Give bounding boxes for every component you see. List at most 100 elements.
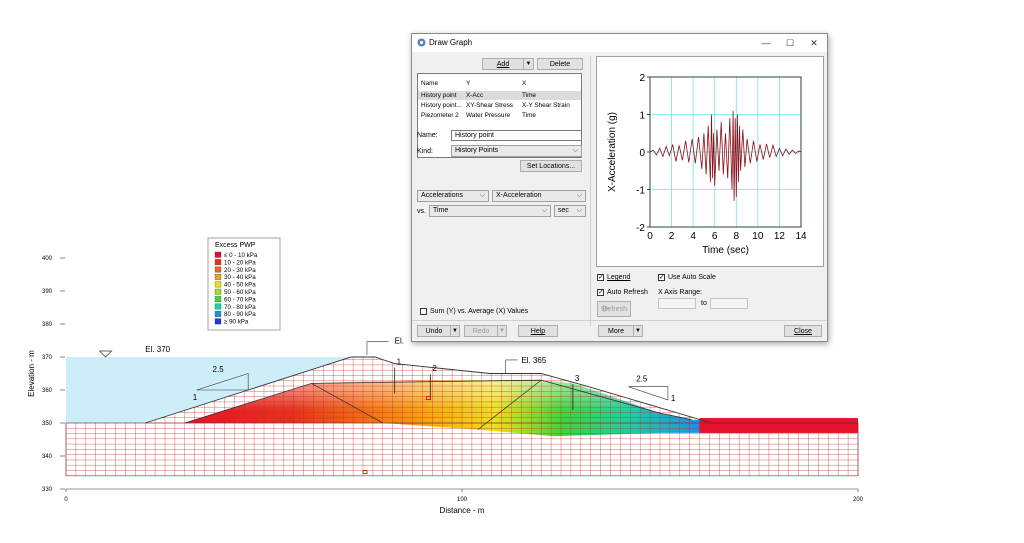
- y-tick-label: 360: [42, 388, 53, 394]
- maximize-button[interactable]: ☐: [785, 38, 795, 48]
- help-button[interactable]: Help: [518, 325, 558, 337]
- y-tick-label: 330: [42, 487, 53, 493]
- legend-label: 10 - 20 kPa: [224, 259, 256, 266]
- set-locations-button[interactable]: Set Locations...: [520, 160, 582, 172]
- dam-outline: [145, 356, 712, 424]
- redo-button[interactable]: Redo: [464, 325, 498, 337]
- y-quantity-select[interactable]: X-Acceleration ⌵: [492, 190, 586, 202]
- panel-divider: [590, 56, 591, 326]
- list-item[interactable]: History point... XY-Shear Stress X-Y She…: [418, 101, 581, 110]
- kind-value: History Points: [455, 147, 499, 154]
- more-dropdown-button[interactable]: ▼: [633, 325, 643, 337]
- y-category-value: Accelerations: [421, 192, 464, 199]
- close-window-button[interactable]: ✕: [810, 38, 818, 48]
- add-button[interactable]: Add: [482, 58, 524, 70]
- y-tick-label: 2: [639, 73, 645, 84]
- y-tick-label: 380: [42, 322, 53, 328]
- cell-y: XY-Shear Stress: [466, 102, 514, 109]
- draw-graph-dialog: Draw Graph — ☐ ✕ Add ▼ Delete Name Y X H…: [411, 33, 828, 342]
- x-range-min-field[interactable]: [658, 298, 696, 309]
- header-y: Y: [466, 80, 471, 87]
- y-axis-title: X-Acceleration (g): [607, 112, 618, 192]
- minimize-button[interactable]: —: [761, 38, 771, 48]
- to-label: to: [701, 300, 707, 307]
- name-field[interactable]: History point: [451, 130, 582, 141]
- legend-swatch: [214, 274, 222, 280]
- piezometer-marker: [362, 470, 368, 474]
- cell-y: Water Pressure: [466, 112, 511, 119]
- cell-y: X-Acc: [466, 92, 484, 99]
- x-range-max-field[interactable]: [710, 298, 748, 309]
- x-tick-label: 14: [795, 231, 807, 242]
- add-label: Add: [496, 61, 510, 68]
- delete-button[interactable]: Delete: [537, 58, 583, 70]
- model-annotations: El. 370 El. El. 365 2.5 1 2.5 1 1 2 3: [98, 337, 676, 474]
- close-label: Close: [794, 328, 812, 335]
- legend-label: 80 - 90 kPa: [224, 311, 256, 318]
- chevron-down-icon: ⌵: [479, 192, 485, 199]
- redo-dropdown-button[interactable]: ▼: [497, 325, 507, 337]
- sum-label: Sum (Y) vs. Average (X) Values: [430, 308, 529, 315]
- y-tick-label: 0: [639, 148, 645, 159]
- legend-swatch: [214, 288, 222, 295]
- y-tick-label: 350: [42, 421, 53, 427]
- legend-label: 20 - 30 kPa: [224, 267, 256, 274]
- sum-checkbox[interactable]: [420, 308, 427, 315]
- legend-checkbox[interactable]: ✓: [597, 274, 604, 281]
- finite-element-mesh: [65, 356, 859, 477]
- legend-label: ≥ 90 kPa: [224, 319, 249, 326]
- more-button[interactable]: More: [598, 325, 634, 337]
- x-tick-label: 200: [853, 497, 864, 503]
- legend-title: Excess PWP: [215, 242, 256, 249]
- x-unit-select[interactable]: sec ⌵: [554, 205, 586, 217]
- add-dropdown-button[interactable]: ▼: [523, 58, 534, 70]
- cell-x: Time: [522, 92, 536, 99]
- x-quantity-select[interactable]: Time ⌵: [429, 205, 551, 217]
- auto-refresh-checkbox[interactable]: ✓: [597, 289, 604, 296]
- use-auto-scale-checkbox[interactable]: ✓: [658, 274, 665, 281]
- legend-swatch: [214, 259, 222, 266]
- y-tick-label: 340: [42, 454, 53, 460]
- legend-label: 60 - 70 kPa: [224, 296, 256, 303]
- graph-list[interactable]: Name Y X History point X-Acc Time Histor…: [417, 73, 582, 158]
- chevron-down-icon: ⌵: [576, 192, 582, 199]
- history-point-label: 1: [397, 358, 402, 367]
- upstream-slope-run: 2.5: [213, 365, 225, 374]
- legend-swatch: [214, 311, 222, 317]
- graph-panel: 0 2 4 6 8 10 12 14 2 1 0 -1 -2 Time (sec) X-Accelerati…: [596, 56, 824, 267]
- close-button[interactable]: Close: [784, 325, 822, 337]
- chevron-down-icon: ⌵: [541, 207, 547, 214]
- water-elevation-label: El. 370: [145, 345, 170, 354]
- upstream-slope-rise: 1: [193, 393, 198, 402]
- legend-swatch: [214, 296, 222, 303]
- list-item[interactable]: History point X-Acc Time: [418, 91, 581, 100]
- history-point-marker: [425, 396, 431, 401]
- upstream-slope-indicator: [196, 373, 249, 391]
- downstream-elevation-label: El. 365: [521, 356, 546, 365]
- cell-x: Time: [522, 112, 536, 119]
- legend-swatch: [214, 251, 222, 258]
- crest-pointer: [366, 341, 389, 355]
- x-tick-label: 10: [752, 231, 764, 242]
- undo-button[interactable]: Undo: [417, 325, 451, 337]
- undo-dropdown-button[interactable]: ▼: [450, 325, 460, 337]
- y-category-select[interactable]: Accelerations ⌵: [417, 190, 489, 202]
- core-boundary: [311, 383, 383, 424]
- x-tick-label: 12: [774, 231, 786, 242]
- vs-label: vs.: [417, 208, 426, 215]
- kind-select[interactable]: History Points ⌵: [451, 145, 582, 157]
- downstream-slope-run: 2.5: [636, 374, 648, 383]
- legend-label: 70 - 80 kPa: [224, 304, 256, 311]
- use-auto-scale-label: Use Auto Scale: [668, 274, 716, 281]
- acceleration-series-line: [649, 110, 802, 201]
- cell-x: X-Y Shear Strain: [522, 102, 570, 109]
- title-bar[interactable]: Draw Graph — ☐ ✕: [412, 34, 827, 52]
- downstream-slope-indicator: [628, 386, 669, 401]
- refresh-button[interactable]: ⟳ Refresh: [597, 301, 631, 317]
- y-quantity-value: X-Acceleration: [496, 192, 542, 199]
- list-item[interactable]: Piezometer 2 Water Pressure Time: [418, 111, 581, 120]
- legend-checkbox-label: Legend: [607, 274, 631, 281]
